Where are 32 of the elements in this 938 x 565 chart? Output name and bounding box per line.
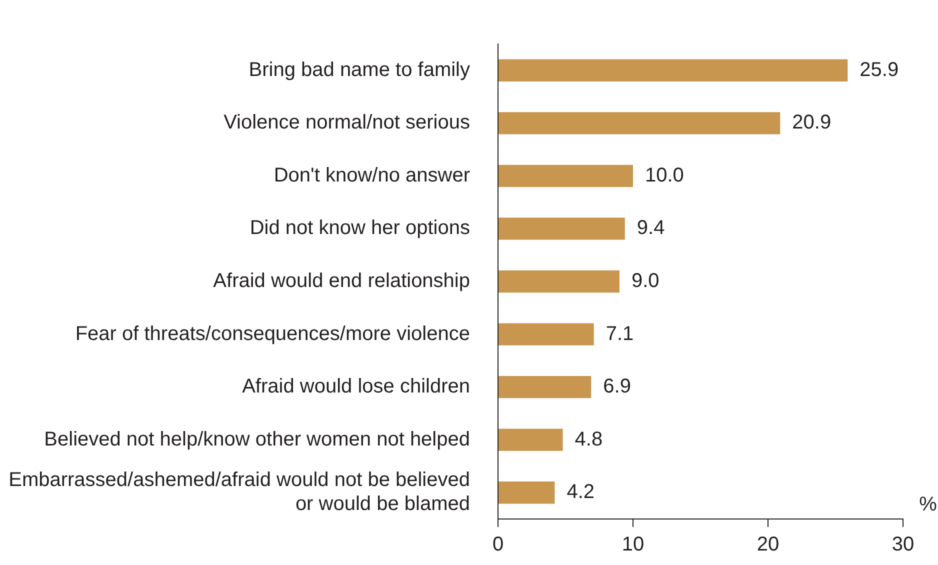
x-axis-title: % [919, 494, 938, 516]
data-label: 6.9 [603, 376, 631, 398]
bar [498, 323, 594, 346]
bar [498, 59, 848, 82]
bar [498, 428, 563, 451]
data-label: 10.0 [645, 164, 684, 186]
bar [498, 112, 780, 134]
y-tick-label: Afraid would end relationship [213, 270, 470, 292]
y-tick-label: Don't know/no answer [274, 164, 470, 186]
data-label: 20.9 [792, 112, 832, 134]
y-tick-label: Did not know her options [250, 217, 470, 240]
y-tick-label: Embarrassed/ashemed/afraid would not be believed or would be blamed [8, 469, 470, 516]
data-label: 25.9 [860, 58, 899, 81]
data-label: 9.4 [636, 217, 665, 240]
data-label: 4.2 [566, 481, 595, 504]
x-tick-label: 0 [492, 534, 504, 556]
bar [498, 376, 592, 398]
bar [498, 164, 633, 188]
y-tick-label: Believed not help/know other women not helped [44, 428, 470, 450]
y-tick-label: Fear of threats/consequences/more violence [75, 322, 470, 345]
y-tick-label: Bring bad name to family [248, 58, 470, 81]
data-label: 4.8 [574, 428, 603, 450]
x-tick-label: 30 [892, 534, 914, 556]
data-label: 7.1 [606, 322, 634, 345]
data-label: 9.0 [632, 270, 660, 292]
bar [498, 270, 620, 293]
bar [498, 482, 555, 504]
bar [498, 218, 625, 240]
y-tick-label: Violence normal/not serious [224, 112, 470, 134]
x-tick-label: 10 [622, 534, 644, 556]
y-tick-label: Afraid would lose children [242, 376, 470, 398]
x-tick-label: 20 [756, 534, 780, 556]
